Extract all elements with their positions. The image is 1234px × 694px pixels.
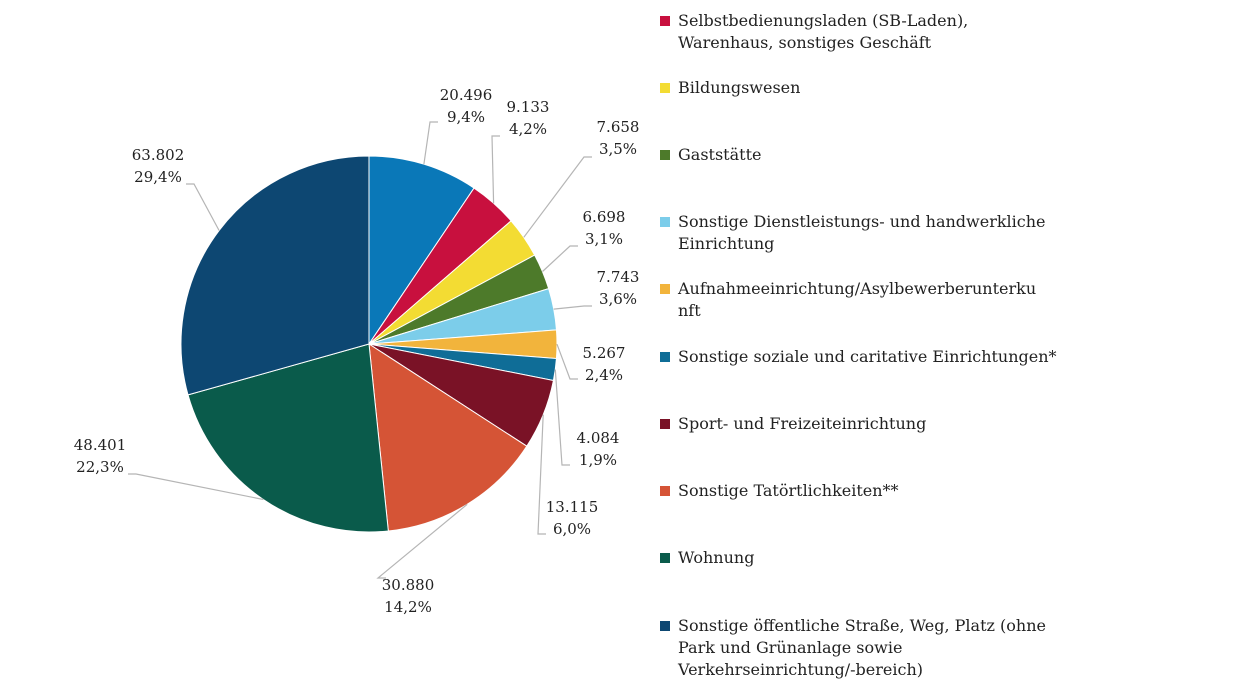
legend-label-line: Warenhaus, sonstiges Geschäft — [678, 33, 932, 52]
data-label-value: 5.267 — [583, 344, 626, 362]
leader-line — [376, 503, 468, 579]
legend-swatch — [660, 486, 670, 496]
pie-slice — [180, 155, 370, 396]
legend-item: Aufnahmeeinrichtung/Asylbewerberunterku n… — [660, 278, 1060, 322]
legend-label-line: Gaststätte — [678, 145, 762, 164]
leader-line — [554, 369, 570, 466]
data-label-percent: 3,5% — [599, 140, 637, 158]
legend-item: Gaststätte — [660, 144, 1060, 166]
legend-label-line: Bildungswesen — [678, 78, 801, 97]
legend-item: Selbstbedienungsladen (SB-Laden), Warenha… — [660, 10, 1060, 54]
legend-label-line: Sport- und Freizeiteinrichtung — [678, 414, 927, 433]
legend-swatch — [660, 217, 670, 227]
data-label-percent: 9,4% — [447, 108, 485, 126]
legend-item: Wohnung — [660, 547, 1060, 569]
leader-line — [537, 414, 546, 535]
legend-label: Aufnahmeeinrichtung/Asylbewerberunterku n… — [678, 278, 1036, 322]
legend-label: Sport- und Freizeiteinrichtung — [678, 413, 926, 435]
data-label-percent: 29,4% — [134, 168, 182, 186]
data-label-value: 4.084 — [577, 429, 620, 447]
legend-item: Sonstige Dienstleistungs- und handwerkli… — [660, 211, 1060, 255]
legend-label-line: Sonstige Dienstleistungs- und handwerkli… — [678, 212, 1046, 231]
data-label-value: 48.401 — [74, 436, 127, 454]
legend-label: Sonstige Dienstleistungs- und handwerkli… — [678, 211, 1046, 255]
legend-label: Gaststätte — [678, 144, 761, 166]
legend-item: Sport- und Freizeiteinrichtung — [660, 413, 1060, 435]
legend-swatch — [660, 419, 670, 429]
leader-line — [553, 305, 592, 310]
data-label-value: 6.698 — [583, 208, 626, 226]
data-label-value: 13.115 — [546, 498, 599, 516]
legend-label-line: Sonstige soziale und caritative Einricht… — [678, 347, 1057, 366]
data-label-value: 7.743 — [597, 268, 640, 286]
legend-label-line: Wohnung — [678, 548, 755, 567]
legend-label-line: Park und Grünanlage sowie — [678, 638, 903, 657]
legend-swatch — [660, 16, 670, 26]
data-label-value: 7.658 — [597, 118, 640, 136]
leader-line — [186, 183, 220, 231]
legend-item: Bildungswesen — [660, 77, 1060, 99]
legend-label: Wohnung — [678, 547, 754, 569]
leader-line — [542, 245, 578, 272]
legend-item: Sonstige Tatörtlichkeiten** — [660, 480, 1060, 502]
data-label-percent: 4,2% — [509, 120, 547, 138]
leader-line — [128, 473, 264, 501]
legend-item: Sonstige öffentliche Straße, Weg, Platz … — [660, 615, 1060, 681]
data-label-percent: 6,0% — [553, 520, 591, 538]
data-label-percent: 3,1% — [585, 230, 623, 248]
legend-label-line: Aufnahmeeinrichtung/Asylbewerberunterku — [678, 279, 1037, 298]
legend-label-line: Selbstbedienungsladen (SB-Laden), — [678, 11, 969, 30]
data-label-percent: 2,4% — [585, 366, 623, 384]
legend-swatch — [660, 352, 670, 362]
legend-label: Sonstige Tatörtlichkeiten** — [678, 480, 899, 502]
leader-line — [556, 343, 578, 380]
legend-label-line: Sonstige öffentliche Straße, Weg, Platz … — [678, 616, 1046, 635]
legend-swatch — [660, 621, 670, 631]
data-label-value: 9.133 — [507, 98, 550, 116]
legend-label-line: Verkehrseinrichtung/-bereich) — [678, 660, 923, 679]
leader-line — [523, 156, 592, 238]
data-label-value: 30.880 — [382, 576, 435, 594]
legend-swatch — [660, 284, 670, 294]
legend-label: Selbstbedienungsladen (SB-Laden), Warenha… — [678, 10, 968, 54]
leader-line — [423, 121, 438, 165]
legend-label: Bildungswesen — [678, 77, 800, 99]
legend-label-line: nft — [678, 301, 701, 320]
legend-swatch — [660, 553, 670, 563]
legend-label-line: Sonstige Tatörtlichkeiten** — [678, 481, 899, 500]
data-label-percent: 3,6% — [599, 290, 637, 308]
leader-line — [491, 135, 500, 204]
data-label-value: 63.802 — [132, 146, 185, 164]
data-label-value: 20.496 — [440, 86, 493, 104]
data-label-percent: 1,9% — [579, 451, 617, 469]
legend-label-line: Einrichtung — [678, 234, 775, 253]
data-label-percent: 22,3% — [76, 458, 124, 476]
legend-label: Sonstige soziale und caritative Einricht… — [678, 346, 1057, 368]
legend-swatch — [660, 83, 670, 93]
data-label-percent: 14,2% — [384, 598, 432, 616]
legend-item: Sonstige soziale und caritative Einricht… — [660, 346, 1060, 368]
legend-label: Sonstige öffentliche Straße, Weg, Platz … — [678, 615, 1046, 681]
legend-swatch — [660, 150, 670, 160]
